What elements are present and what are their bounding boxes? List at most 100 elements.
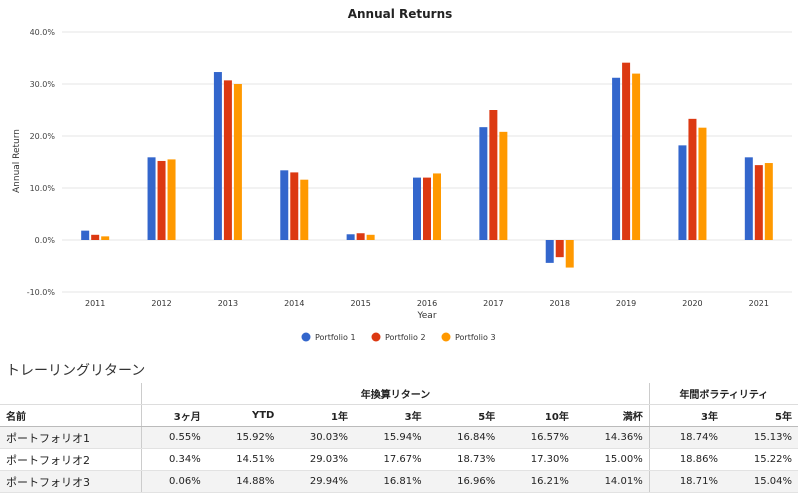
legend-label: Portfolio 3	[455, 333, 496, 342]
legend-label: Portfolio 1	[315, 333, 356, 342]
col-header-10y: 10年	[501, 404, 575, 427]
x-tick-label: 2017	[483, 299, 503, 308]
bar-2-2014	[290, 172, 299, 240]
col-header-3y: 3年	[353, 404, 428, 427]
bar-2-2015	[356, 233, 365, 240]
bar-3-2014	[300, 179, 309, 240]
cell: 15.00%	[574, 448, 650, 471]
table-row: ポートフォリオ1 0.55% 15.92% 30.03% 15.94% 16.8…	[0, 426, 798, 449]
bar-2-2012	[157, 160, 166, 240]
bar-3-2021	[764, 163, 773, 240]
cell: 14.36%	[574, 426, 650, 449]
cell: 18.71%	[648, 470, 724, 493]
bar-3-2015	[366, 234, 375, 240]
row-name: ポートフォリオ2	[0, 448, 142, 471]
legend: Portfolio 1 Portfolio 2 Portfolio 3	[301, 332, 496, 342]
col-header-vol-3y: 3年	[648, 404, 724, 427]
y-tick-label: 0.0%	[35, 236, 56, 245]
bar-3-2018	[565, 240, 574, 268]
col-header-full: 満杯	[574, 404, 650, 427]
cell: 18.73%	[427, 448, 502, 471]
x-tick-label: 2016	[417, 299, 437, 308]
bar-2-2021	[754, 165, 763, 240]
cell: 17.67%	[353, 448, 428, 471]
col-header-name: 名前	[0, 404, 142, 427]
bar-1-2012	[147, 157, 156, 240]
col-header-1y: 1年	[280, 404, 354, 427]
cell: 0.55%	[141, 426, 207, 449]
cell: 30.03%	[280, 426, 354, 449]
bar-3-2011	[101, 236, 110, 240]
bar-2-2016	[423, 177, 431, 240]
x-tick-label: 2019	[616, 299, 636, 308]
y-tick-label: 40.0%	[30, 28, 56, 37]
legend-marker	[301, 332, 311, 342]
cell: 0.34%	[141, 448, 207, 471]
x-axis-ticks: 2011 2012 2013 2014 2015 2016 2017 2018 2019 2020…	[85, 299, 769, 308]
bar-1-2018	[545, 240, 554, 263]
y-tick-label: -10.0%	[27, 288, 56, 297]
bar-2-2017	[489, 110, 498, 240]
cell: 16.81%	[353, 470, 428, 493]
bar-2-2020	[688, 118, 697, 240]
col-header-vol-5y: 5年	[723, 404, 798, 427]
bar-3-2012	[167, 159, 176, 240]
cell: 14.51%	[206, 448, 281, 471]
trailing-returns-table: 年換算リターン 年間ボラティリティ 名前 3ヶ月 YTD 1年 3年 5年 10…	[0, 383, 798, 493]
x-tick-label: 2018	[550, 299, 570, 308]
cell: 0.06%	[141, 470, 207, 493]
table-row: ポートフォリオ3 0.06% 14.88% 29.94% 16.81% 16.9…	[0, 470, 798, 493]
y-axis-label: Annual Return	[12, 129, 22, 193]
cell: 29.03%	[280, 448, 354, 471]
cell: 15.22%	[723, 448, 798, 471]
y-tick-label: 10.0%	[30, 184, 56, 193]
bar-2-2011	[91, 234, 100, 240]
bar-3-2013	[233, 84, 242, 240]
bar-1-2019	[612, 77, 621, 240]
bar-3-2020	[698, 127, 707, 240]
bar-2-2013	[223, 80, 232, 240]
bar-1-2020	[678, 145, 687, 240]
cell: 16.57%	[501, 426, 575, 449]
col-header-5y: 5年	[427, 404, 502, 427]
x-tick-label: 2015	[350, 299, 370, 308]
x-tick-label: 2013	[218, 299, 238, 308]
cell: 29.94%	[280, 470, 354, 493]
x-tick-label: 2011	[85, 299, 105, 308]
cell: 14.88%	[206, 470, 281, 493]
chart-title: Annual Returns	[348, 7, 453, 21]
legend-marker	[371, 332, 381, 342]
table-row: ポートフォリオ2 0.34% 14.51% 29.03% 17.67% 18.7…	[0, 448, 798, 471]
bar-2-2018	[555, 240, 564, 258]
group-header-annualized: 年換算リターン	[141, 383, 650, 405]
annual-returns-chart: Annual Returns -10.0% 0.0% 10.0% 20.0% 30.0%…	[12, 7, 792, 342]
bar-1-2016	[413, 177, 421, 240]
bar-1-2017	[479, 127, 488, 240]
col-header-3m: 3ヶ月	[141, 404, 207, 427]
bar-1-2014	[280, 170, 289, 240]
x-tick-label: 2014	[284, 299, 304, 308]
legend-marker	[441, 332, 451, 342]
group-header-volatility: 年間ボラティリティ	[648, 383, 798, 405]
cell: 14.01%	[574, 470, 650, 493]
x-tick-label: 2012	[151, 299, 171, 308]
bar-series	[81, 62, 773, 268]
bar-3-2017	[499, 131, 508, 240]
col-header-ytd: YTD	[206, 404, 281, 427]
cell: 15.13%	[723, 426, 798, 449]
group-header-empty	[0, 383, 142, 405]
bar-3-2016	[433, 173, 441, 240]
x-tick-label: 2021	[749, 299, 769, 308]
x-axis-label: Year	[416, 311, 436, 321]
x-tick-label: 2020	[682, 299, 702, 308]
cell: 16.96%	[427, 470, 502, 493]
cell: 15.92%	[206, 426, 281, 449]
bar-1-2015	[346, 234, 355, 240]
cell: 16.84%	[427, 426, 502, 449]
bar-1-2021	[744, 157, 753, 240]
cell: 15.04%	[723, 470, 798, 493]
bar-1-2013	[213, 72, 222, 240]
bar-2-2019	[622, 62, 631, 241]
cell: 18.74%	[648, 426, 724, 449]
cell: 17.30%	[501, 448, 575, 471]
